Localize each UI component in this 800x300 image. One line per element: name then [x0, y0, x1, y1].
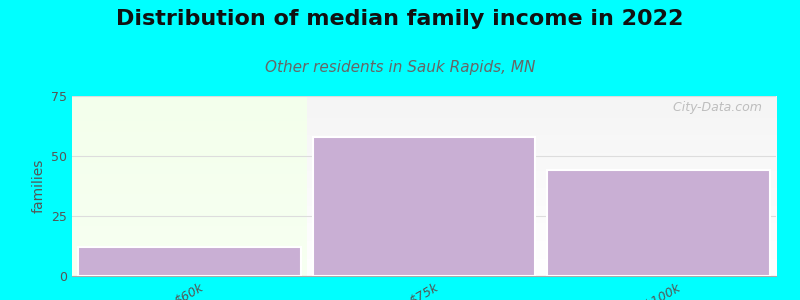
- Y-axis label: families: families: [31, 159, 46, 213]
- Text: City-Data.com: City-Data.com: [665, 101, 762, 114]
- Text: Other residents in Sauk Rapids, MN: Other residents in Sauk Rapids, MN: [265, 60, 535, 75]
- Bar: [547, 170, 770, 276]
- Text: Distribution of median family income in 2022: Distribution of median family income in …: [116, 9, 684, 29]
- Bar: [78, 247, 301, 276]
- Bar: [313, 137, 535, 276]
